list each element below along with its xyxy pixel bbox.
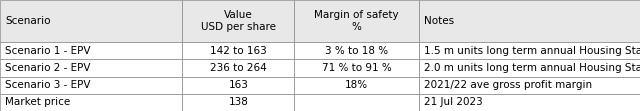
Text: 71 % to 91 %: 71 % to 91 % — [322, 63, 392, 73]
Text: Margin of safety
%: Margin of safety % — [314, 10, 399, 32]
Text: 142 to 163: 142 to 163 — [210, 46, 267, 56]
Text: 236 to 264: 236 to 264 — [210, 63, 267, 73]
Text: 2021/22 ave gross profit margin: 2021/22 ave gross profit margin — [424, 80, 593, 90]
Bar — [0, 42, 182, 59]
Bar — [0, 77, 182, 94]
Text: 18%: 18% — [345, 80, 369, 90]
Text: 3 % to 18 %: 3 % to 18 % — [325, 46, 388, 56]
Text: Notes: Notes — [424, 16, 454, 26]
Bar — [0, 59, 182, 77]
Text: 138: 138 — [228, 97, 248, 107]
Bar — [294, 94, 419, 111]
Bar — [294, 59, 419, 77]
Text: 21 Jul 2023: 21 Jul 2023 — [424, 97, 483, 107]
Bar — [182, 42, 294, 59]
Text: Scenario 1 - EPV: Scenario 1 - EPV — [5, 46, 91, 56]
Text: Market price: Market price — [5, 97, 70, 107]
Bar — [419, 42, 640, 59]
Bar — [182, 0, 294, 42]
Bar — [294, 0, 419, 42]
Bar — [294, 42, 419, 59]
Bar — [419, 59, 640, 77]
Text: Scenario 2 - EPV: Scenario 2 - EPV — [5, 63, 91, 73]
Bar — [182, 94, 294, 111]
Text: 1.5 m units long term annual Housing Starts: 1.5 m units long term annual Housing Sta… — [424, 46, 640, 56]
Text: Scenario: Scenario — [5, 16, 51, 26]
Bar — [182, 59, 294, 77]
Text: 163: 163 — [228, 80, 248, 90]
Bar — [182, 77, 294, 94]
Bar — [294, 77, 419, 94]
Bar — [419, 77, 640, 94]
Text: 2.0 m units long term annual Housing Starts: 2.0 m units long term annual Housing Sta… — [424, 63, 640, 73]
Bar — [0, 0, 182, 42]
Text: Scenario 3 - EPV: Scenario 3 - EPV — [5, 80, 91, 90]
Bar — [0, 94, 182, 111]
Bar — [419, 94, 640, 111]
Text: Value
USD per share: Value USD per share — [201, 10, 276, 32]
Bar — [419, 0, 640, 42]
